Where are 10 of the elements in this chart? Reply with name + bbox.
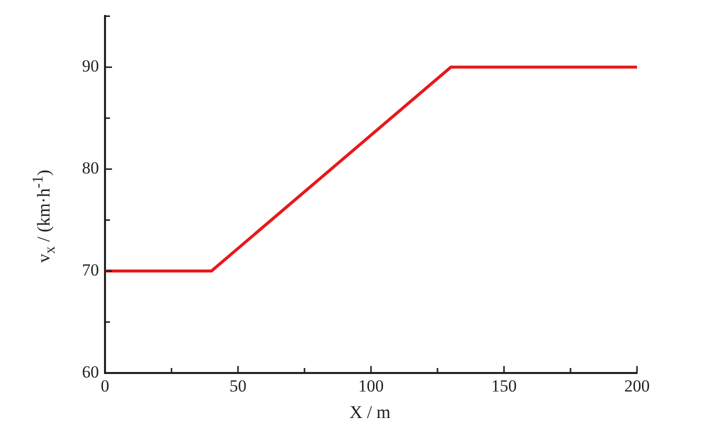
x-tick-label: 100 [358,376,384,396]
y-tick-label: 60 [82,362,99,382]
x-axis-title: X / m [348,402,392,423]
x-tick-label: 50 [230,376,246,396]
y-tick-label: 90 [82,56,99,76]
x-tick-label: 150 [491,376,517,396]
x-tick-label: 200 [624,376,650,396]
x-tick-label: 0 [100,376,110,396]
y-tick-label: 80 [82,158,99,178]
y-tick-label: 70 [82,260,99,280]
